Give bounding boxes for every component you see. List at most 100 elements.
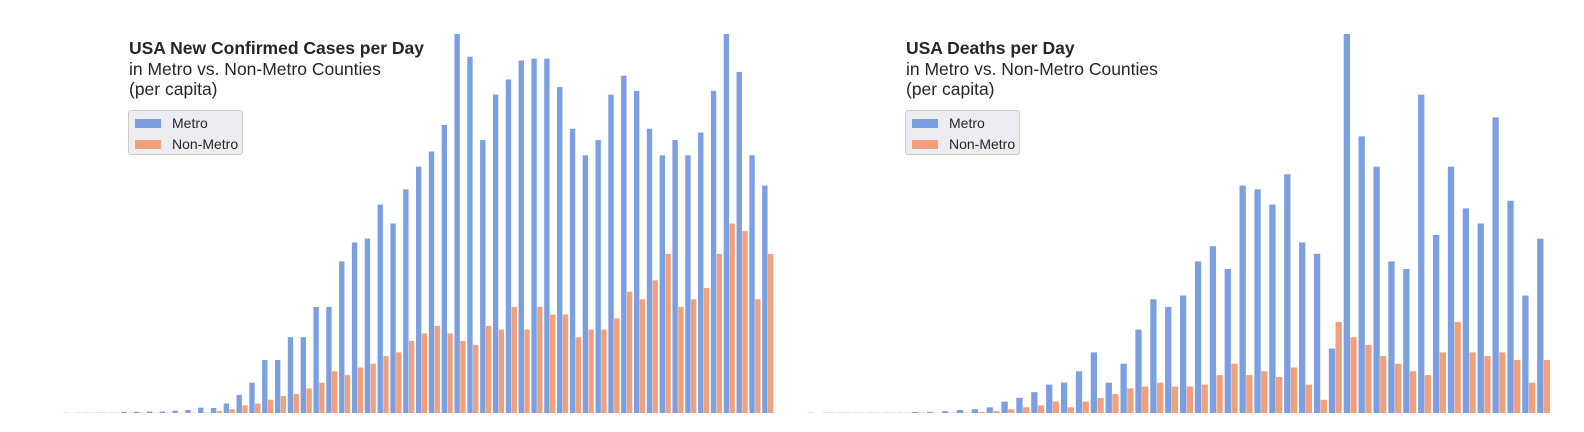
non-metro-bar xyxy=(1127,388,1134,414)
non-metro-bar xyxy=(1082,401,1089,413)
non-metro-bar xyxy=(203,412,210,413)
metro-bar xyxy=(685,155,691,413)
deaths-chart-subtitle-line1: in Metro vs. Non-Metro Counties xyxy=(906,59,1158,79)
non-metro-bar xyxy=(918,412,926,413)
non-metro-bar xyxy=(1186,386,1193,413)
metro-bar xyxy=(480,140,486,413)
metro-bar xyxy=(897,412,904,413)
metro-bar xyxy=(941,411,949,414)
non-metro-bar xyxy=(344,375,351,413)
non-metro-bar xyxy=(859,412,866,413)
non-metro-bar xyxy=(101,412,107,413)
metro-bar xyxy=(927,411,934,413)
metro-bar xyxy=(1328,348,1336,413)
non-metro-bar xyxy=(1454,322,1461,413)
legend-entry-metro: Metro xyxy=(912,114,985,132)
non-metro-bar xyxy=(767,253,774,413)
metro-bar xyxy=(1239,185,1246,413)
non-metro-bar xyxy=(88,412,94,413)
metro-bar xyxy=(582,155,589,413)
cases-chart-subtitle-line2: (per capita) xyxy=(129,79,218,99)
metro-bar xyxy=(531,58,537,413)
non-metro-bar xyxy=(1097,397,1104,413)
legend-label-non-metro: Non-Metro xyxy=(172,136,239,152)
non-metro-bar xyxy=(498,329,505,413)
non-metro-bar xyxy=(614,318,620,413)
non-metro-bar xyxy=(485,325,492,413)
metro-bar xyxy=(300,337,306,413)
metro-bar xyxy=(1477,223,1484,413)
metro-bar xyxy=(1060,382,1068,413)
metro-bar xyxy=(274,359,281,413)
non-metro-bar xyxy=(1246,375,1253,413)
non-metro-bar xyxy=(357,367,364,413)
non-metro-bar xyxy=(549,314,556,413)
metro-bar xyxy=(1299,242,1306,413)
non-metro-bar xyxy=(139,412,146,413)
non-metro-bar xyxy=(1171,386,1179,413)
non-metro-bar xyxy=(473,344,479,413)
metro-bar xyxy=(249,382,255,413)
non-metro-bar xyxy=(332,371,338,413)
metro-bar xyxy=(1432,234,1440,413)
metro-bar xyxy=(1135,329,1142,413)
non-metro-bar xyxy=(370,363,376,413)
metro-bar xyxy=(710,90,717,413)
non-metro-bar xyxy=(460,340,466,413)
non-metro-bar xyxy=(1290,367,1298,413)
non-metro-bar xyxy=(434,325,440,413)
metro-bar xyxy=(185,409,191,413)
metro-bar xyxy=(621,75,627,413)
non-metro-bar xyxy=(703,287,710,413)
non-metro-bar xyxy=(716,253,723,413)
non-metro-bar xyxy=(1112,394,1119,413)
non-metro-bar xyxy=(1439,352,1446,413)
deaths-chart xyxy=(808,34,1551,414)
metro-bar xyxy=(364,238,371,413)
cases-chart-subtitle-line1: in Metro vs. Non-Metro Counties xyxy=(129,59,381,79)
metro-bar xyxy=(377,204,383,413)
metro-bar xyxy=(1165,306,1172,413)
non-metro-bar xyxy=(396,352,402,413)
non-metro-bar xyxy=(280,395,287,413)
non-metro-bar xyxy=(742,231,748,413)
metro-bar xyxy=(1180,295,1187,413)
metro-bar xyxy=(441,124,448,414)
metro-bar xyxy=(416,166,422,413)
non-metro-bar xyxy=(255,403,261,413)
metro-bar xyxy=(121,412,127,413)
metro-bar xyxy=(569,128,576,413)
legend-entry-non-metro: Non-Metro xyxy=(135,135,238,153)
metro-bar xyxy=(1462,208,1470,413)
metro-bar xyxy=(351,242,358,413)
non-metro-bar xyxy=(729,223,735,413)
metro-bar xyxy=(1031,392,1038,413)
non-metro-bar xyxy=(639,299,646,413)
non-metro-bar xyxy=(1008,409,1015,413)
metro-bar xyxy=(223,403,230,413)
non-metro-bar xyxy=(1037,405,1045,413)
metro-bar xyxy=(1075,371,1083,413)
non-metro-bar xyxy=(665,253,671,413)
metro-bar xyxy=(698,132,704,414)
metro-bar xyxy=(505,79,512,413)
metro-bar xyxy=(659,155,665,413)
metro-bar xyxy=(1537,238,1544,413)
metro-bar xyxy=(646,128,653,413)
non-metro-bar xyxy=(1395,363,1402,413)
non-metro-bar xyxy=(844,412,851,413)
metro-bar xyxy=(956,409,964,413)
metro-bar xyxy=(1001,401,1008,413)
non-metro-bar xyxy=(889,412,896,413)
non-metro-bar xyxy=(190,412,197,413)
metro-bar xyxy=(1522,295,1529,413)
non-metro-bar xyxy=(383,356,389,413)
non-metro-bar xyxy=(152,412,158,413)
cases-chart-legend: Metro Non-Metro xyxy=(128,110,243,155)
non-metro-bar xyxy=(319,382,325,413)
metro-bar xyxy=(1090,352,1098,413)
metro-bar xyxy=(1313,253,1321,413)
metro-bar xyxy=(1254,189,1261,413)
non-metro-bar xyxy=(562,314,569,413)
